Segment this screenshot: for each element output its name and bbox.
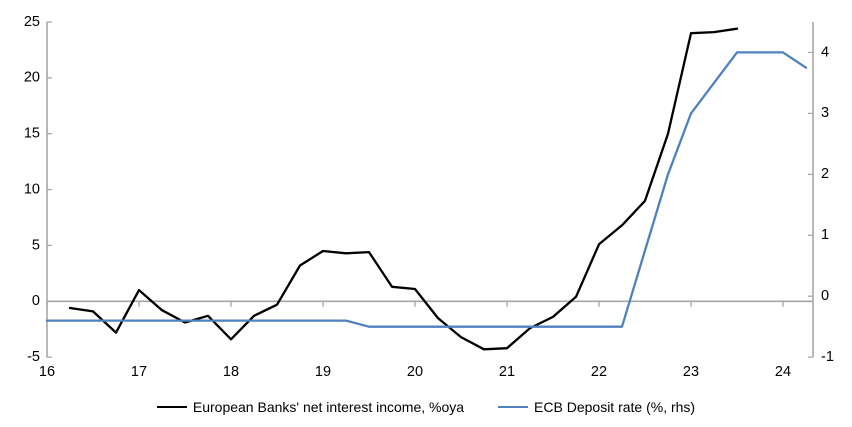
x-tick-label: 17 [131,364,147,380]
x-axis: 16 17 18 19 20 21 22 23 24 [39,301,791,380]
left-axis-tick-label: 10 [24,181,40,197]
legend-item-nii: European Banks' net interest income, %oy… [156,399,465,415]
legend-label-nii: European Banks' net interest income, %oy… [192,399,465,415]
ecb-deposit-rate-series-line [45,51,808,328]
right-axis-tick-label: 2 [821,166,829,182]
legend-label-ecb-deposit-rate: ECB Deposit rate (%, rhs) [534,399,696,415]
x-tick-label: 18 [223,364,239,380]
left-axis: 25 20 15 10 5 0 -5 [24,14,52,365]
left-axis-tick-label: 25 [24,14,40,30]
right-axis-tick-label: 0 [821,288,829,304]
right-axis: 4 3 2 1 0 -1 [808,22,834,365]
left-axis-tick-label: 0 [32,293,40,309]
legend-swatch-ecb-deposit-rate [498,406,529,408]
right-axis-tick-label: 3 [821,105,829,121]
x-tick-label: 20 [407,364,423,380]
x-tick-label: 21 [499,364,515,380]
right-axis-tick-label: -1 [821,349,834,365]
left-axis-tick-label: 20 [24,70,40,86]
right-axis-tick-label: 4 [821,44,829,60]
x-tick-label: 22 [591,364,607,380]
right-axis-tick-label: 1 [821,227,829,243]
x-tick-label: 19 [315,364,331,380]
x-tick-label: 16 [39,364,55,380]
legend-item-ecb-deposit-rate: ECB Deposit rate (%, rhs) [498,399,695,415]
chart-legend: European Banks' net interest income, %oy… [0,394,852,420]
left-axis-tick-label: 5 [32,237,40,253]
left-axis-tick-label: 15 [24,126,40,142]
x-tick-label: 23 [683,364,699,380]
left-axis-tick-label: -5 [27,349,40,365]
x-tick-label: 24 [775,364,791,380]
legend-swatch-nii [156,406,187,408]
